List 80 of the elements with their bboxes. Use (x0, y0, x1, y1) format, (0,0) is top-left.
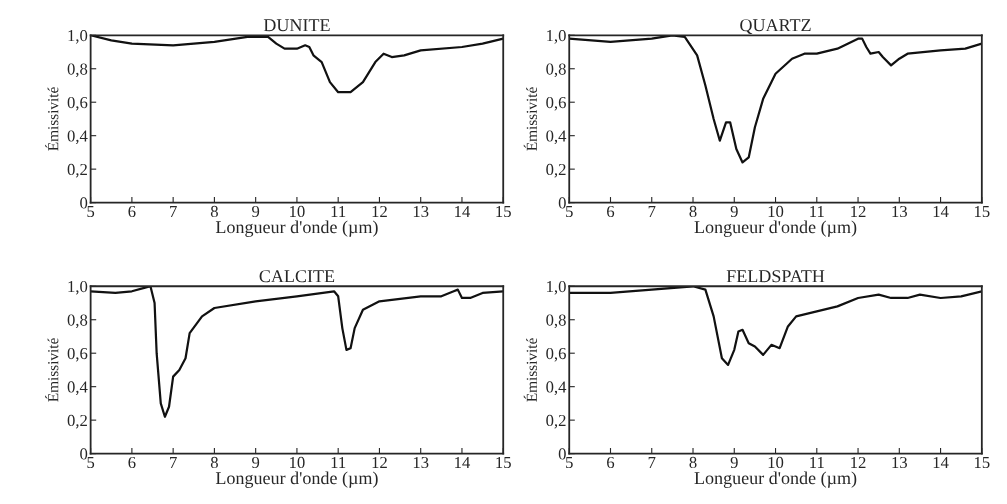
x-tick-label: 13 (413, 205, 429, 218)
x-tick-label: 9 (730, 456, 738, 469)
y-tick-label: 1,0 (547, 280, 566, 295)
x-tick-label: 8 (689, 456, 697, 469)
x-tick-label: 10 (768, 205, 784, 218)
y-tick-label: 0,8 (546, 314, 566, 329)
x-tick-label: 7 (648, 457, 656, 468)
x-tick-label: 7 (648, 206, 656, 217)
x-tick-label: 14 (933, 456, 949, 468)
y-tick-label: 1,0 (68, 29, 88, 44)
y-tick-label: 0,8 (546, 63, 566, 78)
x-tick-label: 15 (496, 205, 511, 218)
x-tick-label: 5 (87, 457, 95, 469)
y-tick-label: 0 (80, 448, 88, 460)
x-tick-label: 5 (566, 457, 573, 469)
x-tick-label: 9 (252, 456, 260, 469)
x-tick-label: 15 (974, 456, 990, 469)
x-tick-label: 6 (128, 205, 136, 218)
y-tick-label: 0,4 (546, 381, 567, 396)
y-tick-label: 0,2 (546, 414, 566, 429)
x-tick-label: 7 (170, 206, 177, 217)
y-tick-label: 0 (558, 197, 566, 209)
x-axis-title: Longueur d'onde (µm) (215, 220, 378, 237)
y-tick-label: 0,6 (546, 347, 566, 362)
x-tick-label: 11 (331, 205, 346, 217)
y-axis-title: Émissivité (45, 87, 59, 151)
x-tick-label: 14 (455, 205, 471, 217)
chart-title: FELDSPATH (726, 270, 825, 283)
chart-title: CALCITE (259, 270, 335, 283)
x-tick-label: 14 (455, 456, 471, 468)
x-tick-label: 10 (290, 456, 305, 469)
y-axis-title: Émissivité (523, 87, 537, 151)
y-tick-label: 1,0 (68, 280, 88, 295)
y-tick-label: 0,2 (67, 414, 87, 429)
x-tick-label: 15 (496, 456, 511, 469)
x-tick-label: 8 (210, 456, 218, 469)
y-tick-label: 0,4 (67, 130, 88, 145)
x-tick-label: 13 (892, 456, 907, 469)
y-tick-label: 0,2 (546, 163, 566, 178)
y-axis-title: Émissivité (523, 338, 537, 402)
x-tick-label: 9 (252, 205, 260, 218)
x-tick-label: 12 (372, 205, 387, 217)
chart-title: QUARTZ (740, 19, 811, 35)
x-axis-title: Longueur d'onde (µm) (215, 471, 378, 488)
y-tick-label: 0 (558, 448, 566, 460)
y-tick-label: 1,0 (547, 29, 566, 44)
x-tick-label: 8 (210, 205, 218, 218)
x-tick-label: 11 (810, 205, 824, 217)
x-tick-label: 11 (810, 456, 824, 468)
y-tick-label: 0,6 (67, 96, 88, 111)
x-tick-label: 13 (892, 205, 907, 218)
x-tick-label: 7 (170, 457, 177, 468)
x-tick-label: 8 (689, 205, 697, 218)
x-axis-title: Longueur d'onde (µm) (694, 220, 857, 237)
x-tick-label: 6 (607, 205, 615, 218)
y-tick-label: 0,6 (546, 96, 566, 111)
x-tick-label: 6 (607, 456, 615, 469)
x-tick-label: 5 (87, 206, 95, 218)
y-tick-label: 0,4 (546, 130, 567, 145)
x-tick-label: 6 (128, 456, 136, 469)
x-tick-label: 13 (413, 456, 429, 469)
x-axis-title: Longueur d'onde (µm) (694, 471, 857, 488)
y-tick-label: 0,8 (67, 63, 88, 78)
y-tick-label: 0,6 (67, 347, 88, 362)
x-tick-label: 9 (730, 205, 738, 218)
x-tick-label: 11 (331, 456, 346, 468)
x-tick-label: 12 (851, 205, 866, 217)
y-tick-label: 0,2 (67, 163, 87, 178)
y-tick-label: 0 (80, 197, 88, 209)
y-tick-label: 0,4 (67, 381, 88, 396)
x-tick-label: 14 (933, 205, 949, 217)
chart-title: DUNITE (263, 19, 330, 32)
y-axis-title: Émissivité (45, 338, 59, 402)
x-tick-label: 12 (851, 456, 866, 468)
x-tick-label: 10 (768, 456, 784, 469)
y-tick-label: 0,8 (67, 314, 88, 329)
x-tick-label: 12 (372, 456, 387, 468)
x-tick-label: 10 (290, 205, 305, 218)
x-tick-label: 15 (974, 205, 990, 218)
x-tick-label: 5 (566, 206, 573, 218)
